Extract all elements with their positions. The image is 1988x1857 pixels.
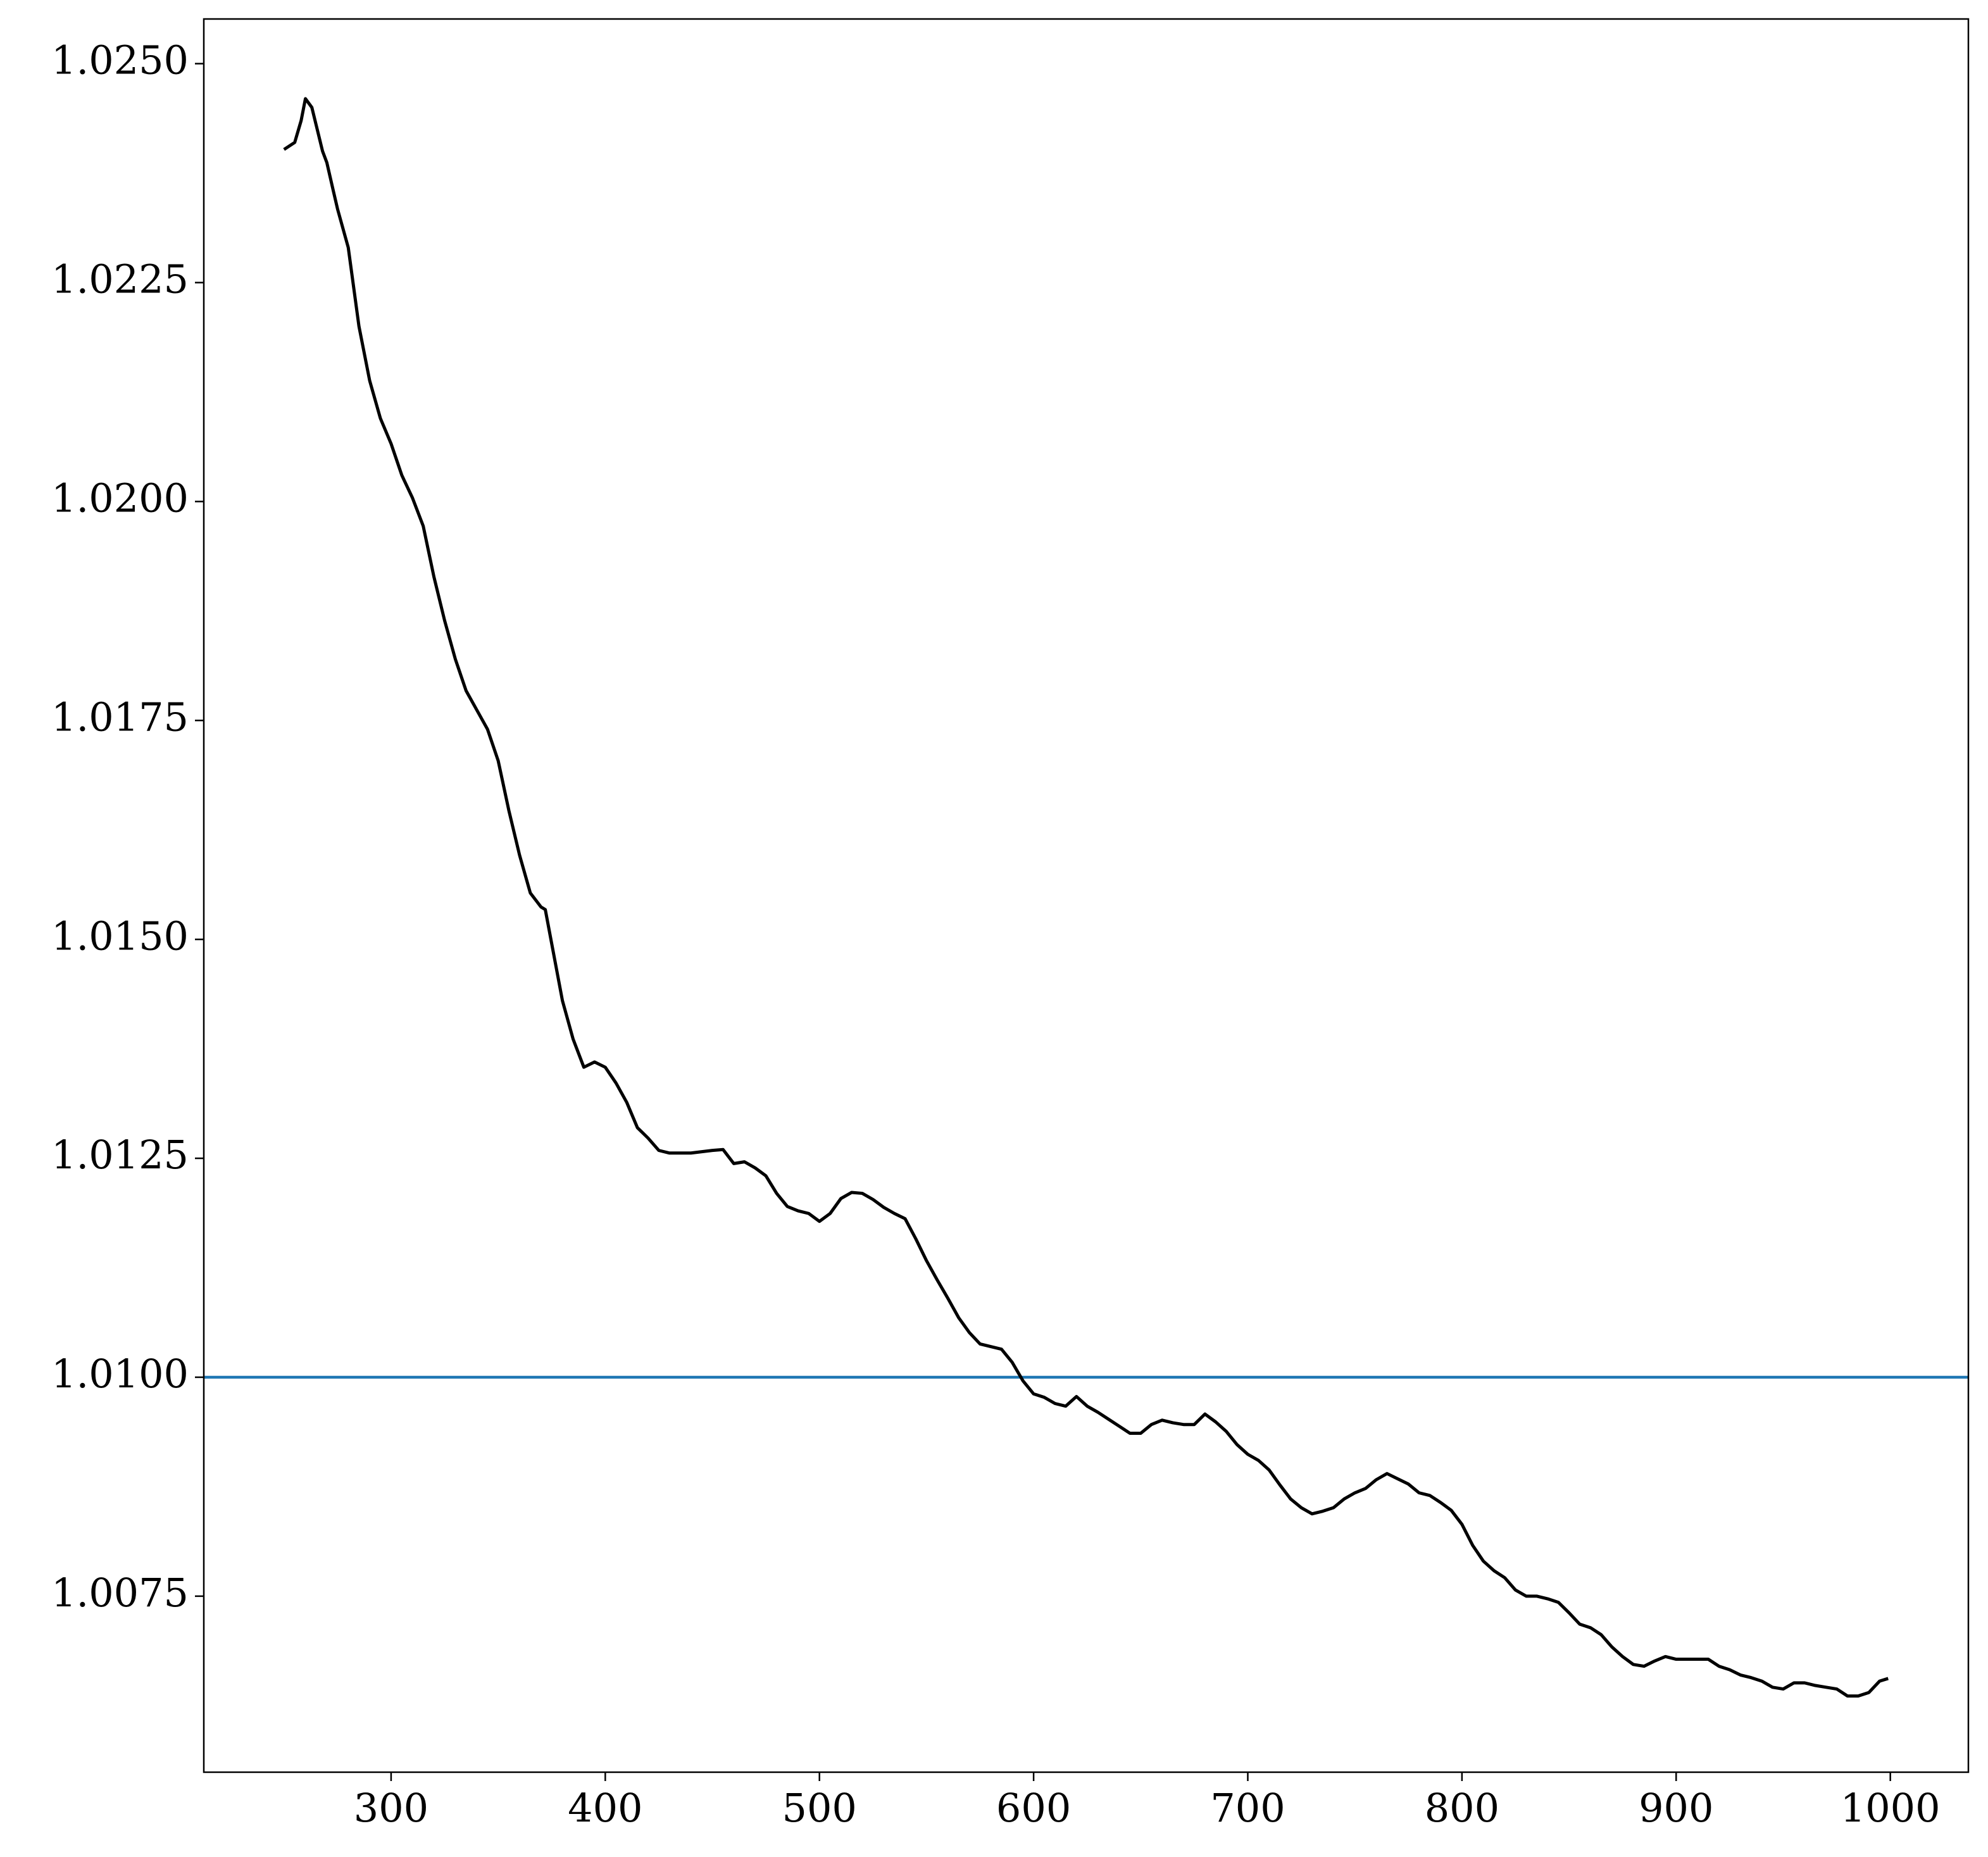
x-tick-label: 300 <box>354 1785 428 1831</box>
y-tick-label: 1.0175 <box>51 694 189 740</box>
y-tick-label: 1.0100 <box>51 1351 189 1397</box>
x-tick-label: 500 <box>782 1785 857 1831</box>
x-tick-label: 800 <box>1425 1785 1499 1831</box>
x-tick-label: 400 <box>568 1785 642 1831</box>
data-line <box>283 97 1889 1698</box>
x-tick-label: 700 <box>1210 1785 1285 1831</box>
y-tick-label: 1.0250 <box>51 37 189 84</box>
y-tick-label: 1.0225 <box>51 256 189 303</box>
y-tick-label: 1.0075 <box>51 1570 189 1616</box>
plot-frame <box>203 18 1970 1773</box>
x-tick-label: 1000 <box>1841 1785 1941 1831</box>
x-tick-label: 600 <box>996 1785 1071 1831</box>
x-tick-label: 900 <box>1639 1785 1713 1831</box>
y-tick-label: 1.0150 <box>51 913 189 959</box>
y-tick-label: 1.0125 <box>51 1132 189 1178</box>
y-tick-label: 1.0200 <box>51 475 189 521</box>
